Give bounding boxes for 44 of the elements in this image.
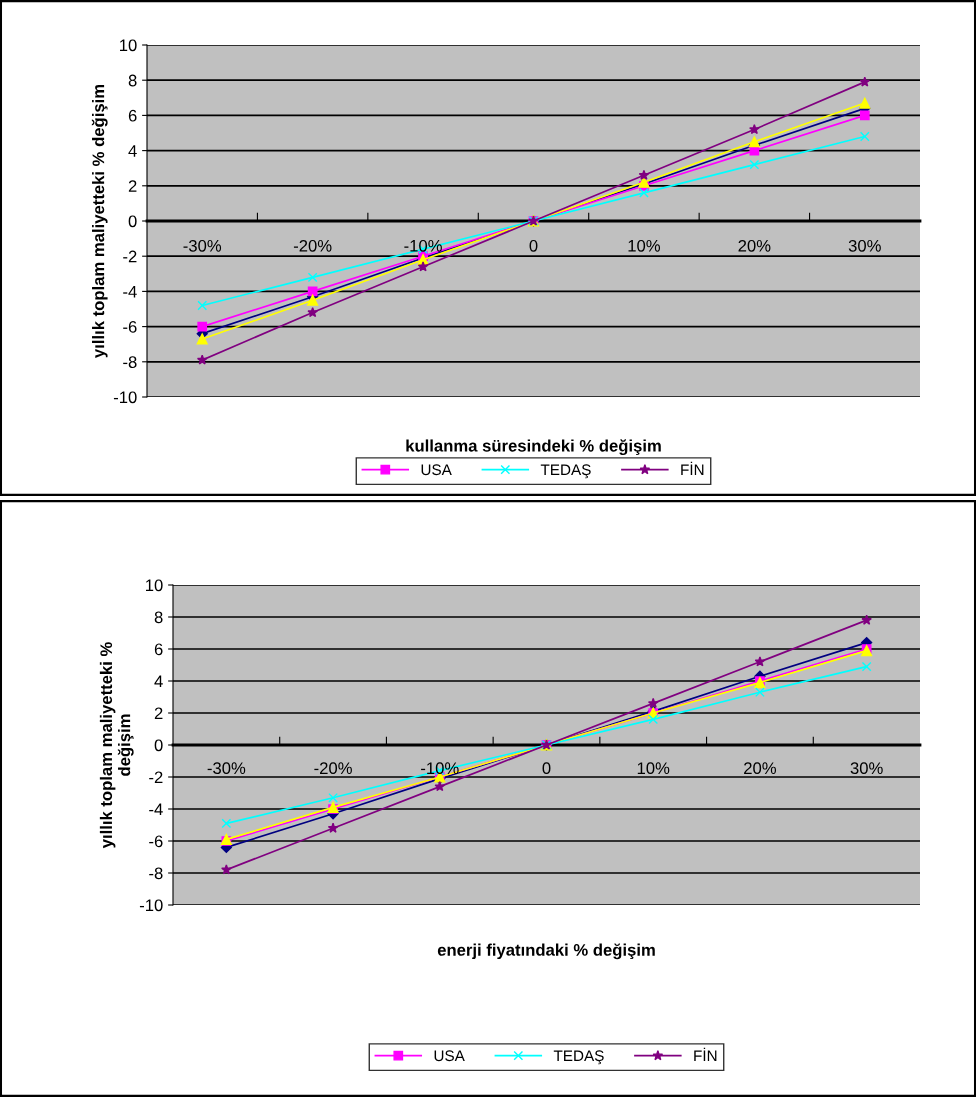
x-tick-label: 0	[542, 762, 551, 775]
x-tick-label: -20%	[314, 762, 352, 775]
y-tick-label: 8	[128, 74, 137, 87]
legend-label: FİN	[694, 1047, 717, 1062]
y-axis-title: yıllık toplam maliyetteki % değişim	[91, 84, 108, 358]
y-tick-label: 6	[154, 643, 163, 656]
legend-label: USA	[434, 1050, 465, 1062]
x-tick-label: 10%	[637, 762, 670, 775]
y-tick-label: 10	[120, 39, 137, 52]
y-tick-label: 8	[154, 611, 163, 624]
x-tick-label: -30%	[183, 239, 222, 252]
y-tick-label: 2	[128, 180, 137, 192]
x-tick-label: -20%	[293, 239, 332, 252]
y-tick-label: 4	[128, 145, 137, 157]
y-tick-label: -2	[149, 771, 163, 784]
x-tick-label: 20%	[738, 239, 771, 252]
legend-label: FİN	[681, 461, 704, 476]
legend-label: USA	[421, 464, 452, 476]
x-tick-label: 30%	[850, 762, 883, 775]
y-tick-label: 2	[154, 707, 163, 720]
y-tick-label: 6	[128, 109, 137, 122]
x-tick-label: 0	[529, 239, 538, 252]
y-tick-label: 4	[154, 675, 163, 688]
x-tick-label: 10%	[628, 239, 661, 252]
x-tick-label: -30%	[207, 762, 246, 775]
x-tick-label: 20%	[744, 762, 777, 775]
x-axis-title: enerji fiyatındaki % değişim	[437, 943, 655, 960]
y-tick-label: -2	[123, 250, 137, 263]
legend-label: TEDAŞ	[553, 1050, 604, 1065]
y-tick-label: -8	[123, 356, 137, 368]
y-tick-label: -6	[123, 321, 137, 333]
y-tick-label: -4	[149, 803, 163, 816]
legend-label: TEDAŞ	[540, 464, 591, 479]
x-axis-title: kullanma süresindeki % değişim	[406, 439, 661, 456]
y-axis-title: yıllık toplam maliyetteki % değişim	[99, 642, 134, 849]
y-tick-label: -4	[123, 285, 137, 298]
y-tick-label: 0	[154, 739, 163, 752]
y-tick-label: -8	[149, 867, 163, 880]
y-tick-label: -10	[139, 899, 163, 912]
x-tick-label: 30%	[848, 239, 881, 252]
y-tick-label: 0	[128, 215, 137, 228]
y-tick-label: 10	[146, 579, 163, 592]
y-tick-label: -10	[113, 391, 137, 404]
y-tick-label: -6	[149, 835, 163, 848]
